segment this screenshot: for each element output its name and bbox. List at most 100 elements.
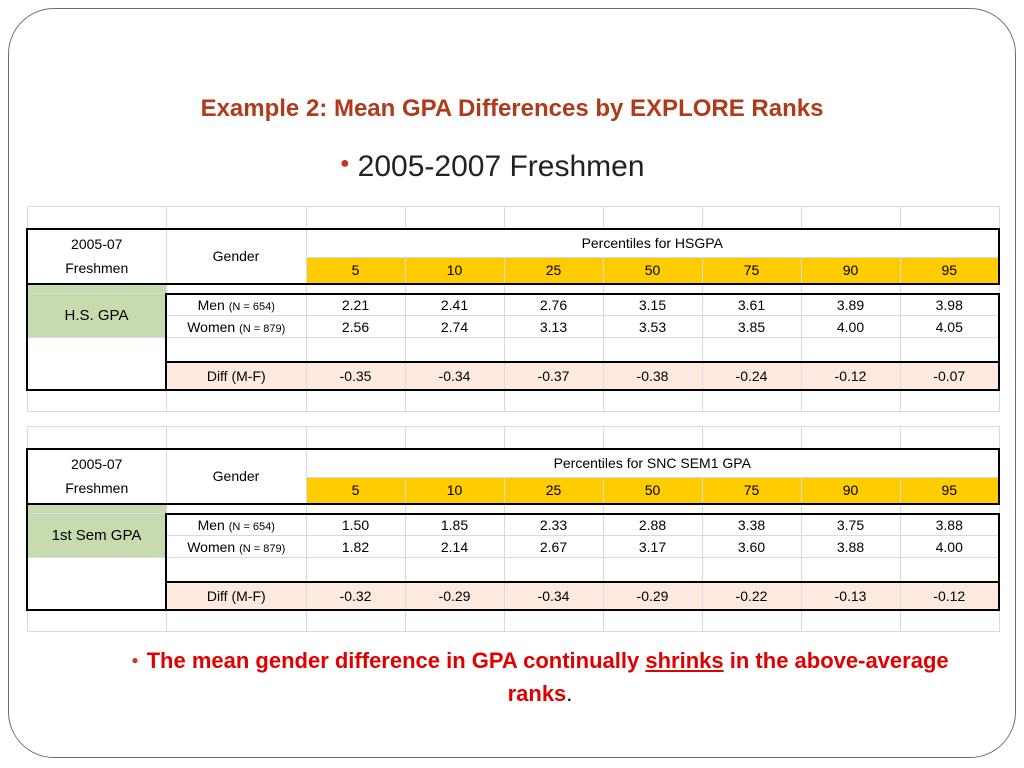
gpa-table-2: 2005-07 Freshmen Gender Percentiles for SNC… [26, 426, 1000, 632]
spacer-cell [26, 389, 167, 412]
note-text-after: in the above-average ranks [507, 648, 949, 706]
spacer-cell [404, 206, 505, 229]
spacer-cell [602, 609, 703, 632]
spacer-cell [305, 609, 406, 632]
diff-value: -0.24 [701, 360, 802, 391]
men-value: 2.76 [503, 292, 604, 316]
spacer-cell [26, 206, 167, 229]
diff-value: -0.12 [800, 360, 901, 391]
blank-cell [503, 557, 604, 582]
percentile-50: 50 [602, 257, 703, 285]
diff-value: -0.07 [899, 360, 1000, 391]
men-n: (N = 654) [228, 300, 275, 313]
spacer-cell [165, 206, 307, 229]
spacer-cell [305, 503, 406, 514]
men-value: 2.33 [503, 512, 604, 536]
men-label: Men [197, 516, 225, 533]
percentile-90: 90 [800, 257, 901, 285]
men-value: 1.50 [305, 512, 406, 536]
spacer-cell [26, 609, 167, 632]
percentile-75: 75 [701, 477, 802, 505]
spacer-cell [701, 609, 802, 632]
men-n: (N = 654) [228, 520, 275, 533]
spacer-cell [26, 426, 167, 449]
men-label: Men [197, 296, 225, 313]
note-text-before: The mean gender difference in GPA contin… [146, 648, 640, 673]
percentile-10: 10 [404, 257, 505, 285]
women-label: Women [187, 318, 236, 335]
cohort-label: Freshmen [65, 260, 129, 276]
cohort-year: 2005-07 [71, 456, 123, 472]
bullet-icon: ● [340, 155, 350, 173]
gender-header: Gender [165, 227, 307, 285]
women-value: 1.82 [305, 535, 406, 558]
percentile-25: 25 [503, 257, 604, 285]
women-value: 3.17 [602, 535, 703, 558]
percentile-95: 95 [899, 257, 1000, 285]
blank-cell [404, 337, 505, 362]
men-value: 3.89 [800, 292, 901, 316]
bullet-icon: ● [131, 653, 139, 667]
men-value: 3.88 [899, 512, 1000, 536]
conclusion-note: ● The mean gender difference in GPA conti… [100, 646, 980, 708]
men-value: 3.75 [800, 512, 901, 536]
spacer-cell [305, 426, 406, 449]
spacer-cell [602, 206, 703, 229]
diff-value: -0.34 [404, 360, 505, 391]
blank-cell [503, 337, 604, 362]
spacer-cell [800, 283, 901, 294]
spacer-cell [503, 426, 604, 449]
spacer-cell [404, 609, 505, 632]
spacer-cell [404, 503, 505, 514]
spacer-cell [503, 503, 604, 514]
spacer-cell [503, 206, 604, 229]
percentile-50: 50 [602, 477, 703, 505]
gender-header: Gender [165, 447, 307, 505]
spacer-cell [602, 283, 703, 294]
measure-cell-top [26, 282, 167, 294]
spacer-cell [899, 389, 1000, 412]
spacer-cell [165, 503, 307, 514]
men-value: 3.98 [899, 292, 1000, 316]
cohort-cell: 2005-07 Freshmen [26, 227, 167, 285]
gpa-table-1: 2005-07 Freshmen Gender Percentiles for HSG… [26, 206, 1000, 412]
diff-value: -0.29 [404, 580, 505, 611]
spacer-cell [701, 503, 802, 514]
percentile-95: 95 [899, 477, 1000, 505]
women-value: 2.56 [305, 315, 406, 338]
men-label-cell: Men (N = 654) [165, 512, 307, 536]
note-period: . [566, 681, 573, 706]
blank-cell [26, 337, 167, 391]
blank-cell [701, 337, 802, 362]
spacer-cell [305, 389, 406, 412]
spacer-cell [701, 283, 802, 294]
spacer-cell [165, 426, 307, 449]
women-value: 4.00 [800, 315, 901, 338]
spacer-cell [800, 206, 901, 229]
women-value: 4.00 [899, 535, 1000, 558]
blank-cell [165, 557, 307, 582]
spacer-cell [701, 206, 802, 229]
blank-cell [602, 337, 703, 362]
diff-value: -0.13 [800, 580, 901, 611]
blank-cell [602, 557, 703, 582]
women-value: 3.88 [800, 535, 901, 558]
diff-value: -0.34 [503, 580, 604, 611]
women-label-cell: Women (N = 879) [165, 315, 307, 338]
spacer-cell [305, 283, 406, 294]
spacer-cell [165, 283, 307, 294]
blank-cell [404, 557, 505, 582]
diff-value: -0.38 [602, 360, 703, 391]
spacer-cell [701, 426, 802, 449]
men-value: 2.21 [305, 292, 406, 316]
percentile-90: 90 [800, 477, 901, 505]
spacer-cell [899, 283, 1000, 294]
men-value: 2.88 [602, 512, 703, 536]
women-value: 2.67 [503, 535, 604, 558]
diff-value: -0.37 [503, 360, 604, 391]
blank-cell [305, 557, 406, 582]
spacer-cell [404, 389, 505, 412]
percentile-75: 75 [701, 257, 802, 285]
men-value: 3.15 [602, 292, 703, 316]
percentile-10: 10 [404, 477, 505, 505]
